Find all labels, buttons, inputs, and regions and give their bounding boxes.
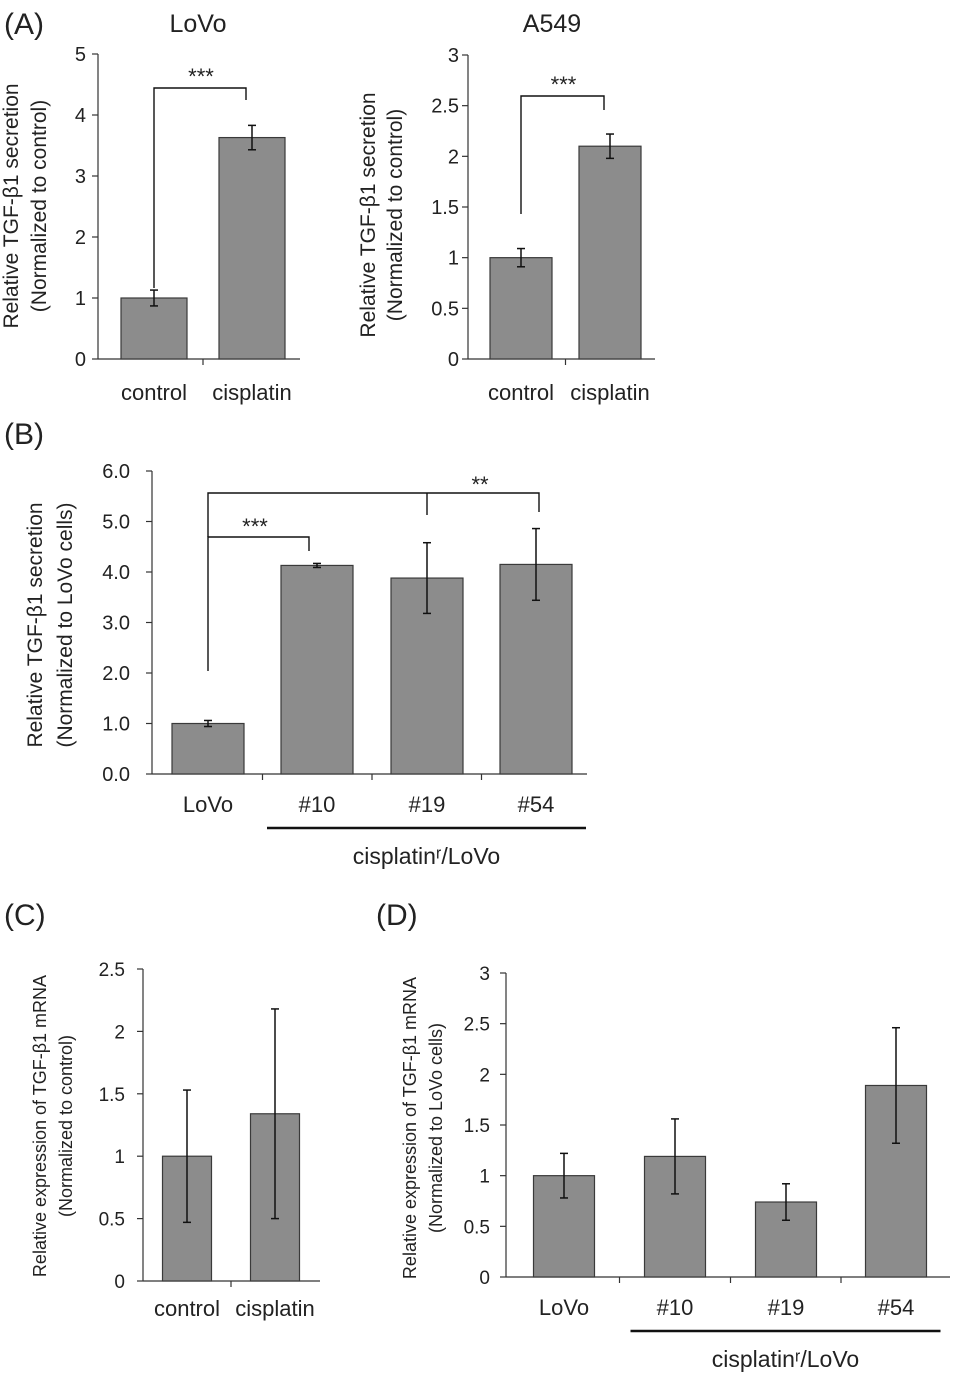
y-tick-label: 0.0 <box>102 764 130 786</box>
y-tick-label: 4.0 <box>102 562 130 584</box>
x-category-label: #54 <box>878 1295 915 1320</box>
y-tick-label: 6.0 <box>102 461 130 483</box>
bar <box>171 722 245 775</box>
y-tick-label: 1.0 <box>102 714 130 736</box>
chart-D: Relative expression of TGF-β1 mRNA (Norma… <box>400 964 950 1372</box>
x-category-label: control <box>121 380 187 405</box>
y-tick-label: 3.0 <box>102 613 130 635</box>
chart-B: Relative TGF-β1 secretion (Normalized to … <box>24 461 587 869</box>
bar <box>280 564 354 775</box>
y-tick-label: 1 <box>448 248 459 270</box>
y-tick-label: 3 <box>479 964 490 985</box>
y-tick-label: 0 <box>114 1272 125 1293</box>
x-category-label: #10 <box>657 1295 694 1320</box>
significance-label: *** <box>188 64 214 89</box>
y-tick-label: 2.5 <box>431 96 459 118</box>
y-axis-label-line: (Normalized to control) <box>28 100 51 312</box>
significance-label: ** <box>471 472 489 497</box>
x-category-label: #10 <box>299 792 336 817</box>
significance-bracket <box>153 87 247 288</box>
y-axis-label-line: (Normalized to LoVo cells) <box>54 502 77 747</box>
y-tick-label: 0 <box>448 349 459 371</box>
y-tick-label: 1 <box>114 1147 125 1168</box>
y-tick-label: 2.5 <box>99 960 125 981</box>
x-category-label: control <box>154 1296 220 1321</box>
y-axis-label-line: (Normalized to control) <box>56 1035 76 1217</box>
y-axis-label-line: Relative TGF-β1 secretion <box>0 83 23 328</box>
x-category-label: #19 <box>409 792 446 817</box>
bar <box>489 257 553 360</box>
chart-A-A549: A549 Relative TGF-β1 secretion (Normalized… <box>357 10 655 405</box>
y-tick-label: 0 <box>479 1268 490 1289</box>
y-tick-label: 1 <box>75 288 86 310</box>
x-category-label: control <box>488 380 554 405</box>
x-category-label: LoVo <box>183 792 233 817</box>
significance-bracket <box>207 492 540 537</box>
chart-A-LoVo: LoVo Relative TGF-β1 secretion (Normalized… <box>0 10 300 405</box>
y-tick-label: 1.5 <box>99 1085 125 1106</box>
y-tick-label: 2.0 <box>102 663 130 685</box>
y-axis-label-line: Relative TGF-β1 secretion <box>24 502 47 747</box>
y-tick-label: 3 <box>75 166 86 188</box>
panel-label-D: (D) <box>376 899 418 932</box>
significance-label: *** <box>551 72 577 97</box>
y-tick-label: 5.0 <box>102 512 130 534</box>
y-tick-label: 0.5 <box>99 1210 125 1231</box>
y-tick-label: 1 <box>479 1167 490 1188</box>
y-tick-label: 1.5 <box>431 197 459 219</box>
y-tick-label: 0 <box>75 349 86 371</box>
y-tick-label: 0.5 <box>431 298 459 320</box>
y-tick-label: 3 <box>448 45 459 67</box>
x-category-label: cisplatin <box>235 1296 314 1321</box>
y-tick-label: 2 <box>75 227 86 249</box>
x-category-label: LoVo <box>539 1295 589 1320</box>
y-axis-label-line: Relative expression of TGF-β1 mRNA <box>400 977 420 1279</box>
y-axis-label-line: (Normalized to control) <box>384 109 407 321</box>
y-tick-label: 2 <box>114 1022 125 1043</box>
chart-C: Relative expression of TGF-β1 mRNA (Norma… <box>30 960 320 1321</box>
bar <box>218 136 286 360</box>
x-category-label: #19 <box>768 1295 805 1320</box>
group-label: cisplatinʳ/LoVo <box>712 1346 859 1372</box>
significance-bracket <box>207 536 310 671</box>
significance-bracket <box>520 95 605 214</box>
bar <box>578 145 642 360</box>
x-category-label: cisplatin <box>212 380 291 405</box>
y-tick-label: 5 <box>75 44 86 66</box>
y-tick-label: 1.5 <box>464 1116 490 1137</box>
panel-label-A: (A) <box>4 8 44 41</box>
chart-title: LoVo <box>169 10 226 38</box>
y-tick-label: 2 <box>479 1065 490 1086</box>
y-tick-label: 4 <box>75 105 86 127</box>
y-tick-label: 2.5 <box>464 1015 490 1036</box>
y-tick-label: 0.5 <box>464 1217 490 1238</box>
y-tick-label: 2 <box>448 146 459 168</box>
bar <box>120 297 188 360</box>
chart-title: A549 <box>523 10 581 38</box>
y-axis-label-line: Relative expression of TGF-β1 mRNA <box>30 975 50 1277</box>
x-category-label: cisplatin <box>570 380 649 405</box>
significance-label: *** <box>242 514 268 539</box>
y-axis-label-line: Relative TGF-β1 secretion <box>357 92 380 337</box>
panel-label-B: (B) <box>4 418 44 451</box>
x-category-label: #54 <box>518 792 555 817</box>
y-axis-label-line: (Normalized to LoVo cells) <box>426 1023 446 1233</box>
panel-label-C: (C) <box>4 899 46 932</box>
group-label: cisplatinʳ/LoVo <box>353 843 500 869</box>
